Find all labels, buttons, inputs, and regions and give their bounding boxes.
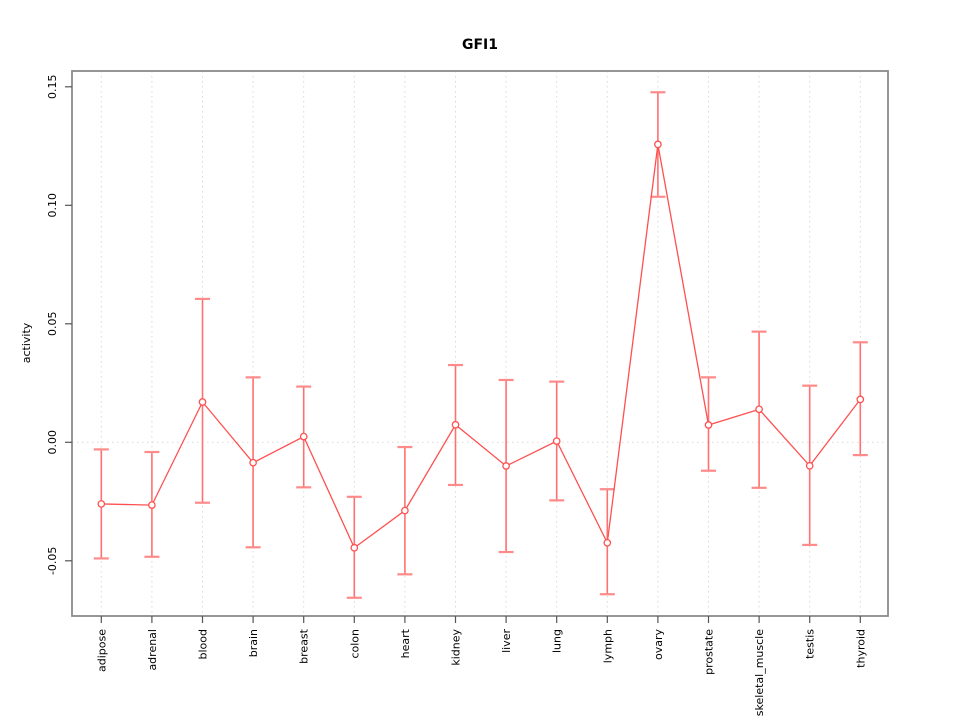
plot-border [71, 70, 889, 617]
x-tick-label: lung [551, 629, 564, 653]
x-tick-label: thyroid [854, 629, 867, 668]
y-tick-label: 0.05 [46, 312, 59, 337]
data-point-marker [704, 421, 713, 429]
series-line [101, 144, 861, 549]
x-tick-label: blood [197, 629, 210, 659]
x-tick-label: skeletal_muscle [753, 629, 766, 716]
chart-title: GFI1 [462, 37, 498, 53]
data-point-marker [401, 506, 409, 515]
data-point-marker [299, 432, 308, 441]
data-point-marker [97, 500, 106, 508]
data-point-marker [805, 461, 814, 470]
x-tick-label: prostate [703, 629, 716, 675]
x-tick-label: heart [399, 628, 412, 658]
grid-layer [72, 71, 888, 616]
x-tick-label: breast [298, 628, 311, 664]
data-point-marker [249, 458, 257, 467]
x-tick-label: testis [804, 629, 817, 659]
data-point-marker [603, 538, 612, 547]
data-point-marker [350, 543, 359, 552]
y-axis-label: activity [20, 322, 33, 363]
x-tick-label: lymph [601, 629, 614, 663]
data-point-marker [502, 462, 510, 470]
x-tick-label: adrenal [146, 629, 159, 671]
data-point-marker [148, 501, 156, 509]
data-point-marker [654, 140, 662, 149]
x-tick-label: kidney [450, 629, 463, 666]
y-tick-label: 0.10 [46, 193, 59, 218]
data-point-marker [451, 420, 460, 429]
x-tick-label: liver [500, 629, 513, 653]
axis-layer: -0.05 0.00 0.05 0.10 0.15 adipose adrenal blood… [46, 70, 889, 716]
x-tick-label: brain [247, 629, 260, 657]
data-point-marker [198, 398, 207, 406]
data-point-marker [856, 395, 865, 404]
data-point-marker [755, 405, 763, 414]
x-tick-label: adipose [95, 629, 108, 672]
x-tick-label: ovary [652, 629, 665, 661]
y-tick-label: -0.05 [46, 547, 59, 575]
y-tick-label: 0.00 [46, 430, 59, 455]
data-point-marker [552, 437, 561, 445]
y-tick-label: 0.15 [46, 75, 59, 100]
x-tick-label: colon [348, 629, 361, 659]
data-layer [93, 91, 868, 599]
